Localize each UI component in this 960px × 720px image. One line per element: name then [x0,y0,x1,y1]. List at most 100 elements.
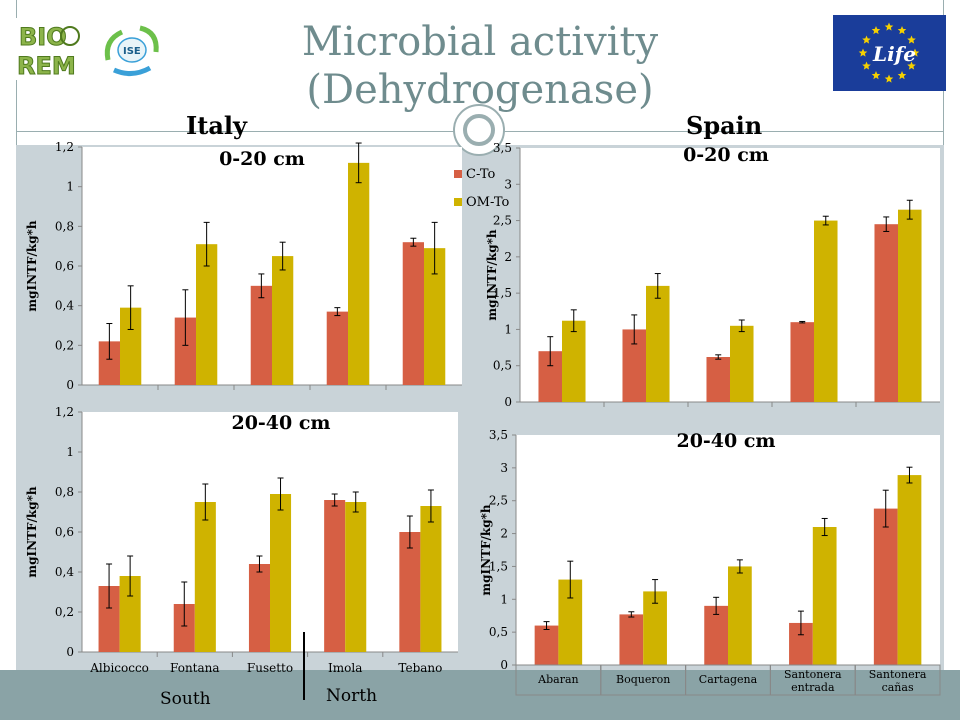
y-tick-label: 3,5 [493,141,512,155]
eu-star-icon [907,35,916,44]
y-tick-label: 3 [504,177,512,191]
legend-label: C-To [466,167,496,182]
bar-c-to [704,605,728,665]
legend-swatch [454,198,462,206]
y-tick-label: 0,8 [55,485,74,499]
category-label: Albicocco [89,661,149,675]
y-tick-label: 3 [500,461,508,475]
bar-c-to [874,224,898,402]
y-tick-label: 0,6 [55,525,74,539]
eu-star-icon [862,35,871,44]
y-tick-label: 0,4 [55,565,74,579]
chart-title: 0-20 cm [683,144,769,166]
ise-logo-text: ISE [123,46,141,57]
chart-spain-20-40: 0 0,5 1 1,5 2 2,5 3 3,5 mgINTF/kg*h 20-40 cm Abara… [480,428,941,696]
y-tick-label: 2,5 [489,494,508,508]
chart-title: 20-40 cm [676,430,775,452]
y-tick-label: 0,6 [55,259,74,273]
category-label: Fontana [170,661,219,675]
category-label: Boqueron [616,673,670,686]
bar-c-to [402,242,424,385]
eu-star-icon [871,26,881,35]
slide-title: Microbial activity (Dehydrogenase) [240,18,720,114]
y-tick-label: 1 [504,322,512,336]
bar-om-to [272,256,294,385]
bar-om-to [898,209,922,402]
y-axis-label: mgINTF/kg*h [485,229,499,320]
bar-c-to [326,311,348,385]
bar-c-to [538,351,562,402]
bar-c-to [790,322,814,402]
bar-om-to [345,502,367,652]
bar-om-to [119,576,141,652]
bar-om-to [728,566,752,665]
y-tick-label: 0,2 [55,338,74,352]
y-tick-label: 3,5 [489,428,508,442]
chart-italy-0-20: 0 0,2 0,4 0,6 0,8 1 1,2 mgINTF/kg*h 0-20 cm C-To O… [25,140,510,392]
bioremed-logo: BIO REM [15,18,87,81]
bar-c-to [174,317,196,385]
bioremed-logo-text-1: BIO [19,23,67,51]
bar-c-to [873,508,898,665]
category-label: Santonera [784,668,842,681]
y-tick-label: 1,5 [489,559,508,573]
category-label: Santonera [869,668,927,681]
y-tick-label: 0,5 [489,625,508,639]
ise-logo: ISE [100,20,164,78]
bar-c-to [250,285,272,385]
eu-star-icon [858,48,868,57]
bar-om-to [562,320,586,402]
bar-om-to [194,502,216,652]
chart-italy-20-40: 0 0,2 0,4 0,6 0,8 1 1,2 mgINTF/kg*h 20-40 cm Albi… [25,405,458,675]
eu-star-icon [897,26,907,35]
chart-title: 20-40 cm [231,412,330,434]
bar-om-to [558,579,583,665]
bioremed-logo-text-2: REM [17,52,76,80]
y-tick-label: 2 [504,250,512,264]
y-tick-label: 1 [66,180,74,194]
category-label: Abaran [537,673,578,686]
legend-swatch [454,170,462,178]
category-label: Imola [328,661,362,675]
eu-star-icon [897,71,907,80]
bar-c-to [622,329,646,402]
bar-om-to [270,494,292,652]
y-tick-label: 0 [66,645,74,659]
region-label-south: South [160,689,211,709]
eu-star-icon [907,61,916,70]
y-tick-label: 2,5 [493,214,512,228]
bar-om-to [196,244,218,385]
y-tick-label: 1,5 [493,286,512,300]
bar-c-to [248,564,270,652]
country-label-italy: Italy [186,111,247,140]
y-tick-label: 0 [504,395,512,409]
region-divider [303,632,305,700]
bar-c-to [173,604,195,652]
legend-label: OM-To [466,195,510,210]
bar-om-to [814,220,838,402]
chart-spain-0-20: 0 0,5 1 1,5 2 2,5 3 3,5 mgINTF/kg*h 0-20 cm [485,141,940,409]
y-tick-label: 1,2 [55,140,74,154]
bar-om-to [424,248,446,385]
bar-om-to [120,307,142,385]
y-tick-label: 0,4 [55,299,74,313]
category-label: Fusetto [247,661,293,675]
category-label: cañas [882,681,914,694]
frame-divider-right [504,131,944,132]
y-tick-label: 0,5 [493,359,512,373]
bar-c-to [98,586,120,652]
y-tick-label: 2 [500,527,508,541]
bar-c-to [706,357,730,402]
y-tick-label: 1 [500,592,508,606]
category-label: Cartagena [699,673,758,686]
bar-om-to [348,162,370,385]
bar-c-to [534,625,559,665]
y-tick-label: 0,2 [55,605,74,619]
country-label-spain: Spain [686,111,763,140]
bar-c-to [619,614,644,665]
eu-star-icon [871,71,881,80]
eu-star-icon [910,48,920,57]
category-label: Tebano [398,661,442,675]
bar-om-to [730,325,754,402]
